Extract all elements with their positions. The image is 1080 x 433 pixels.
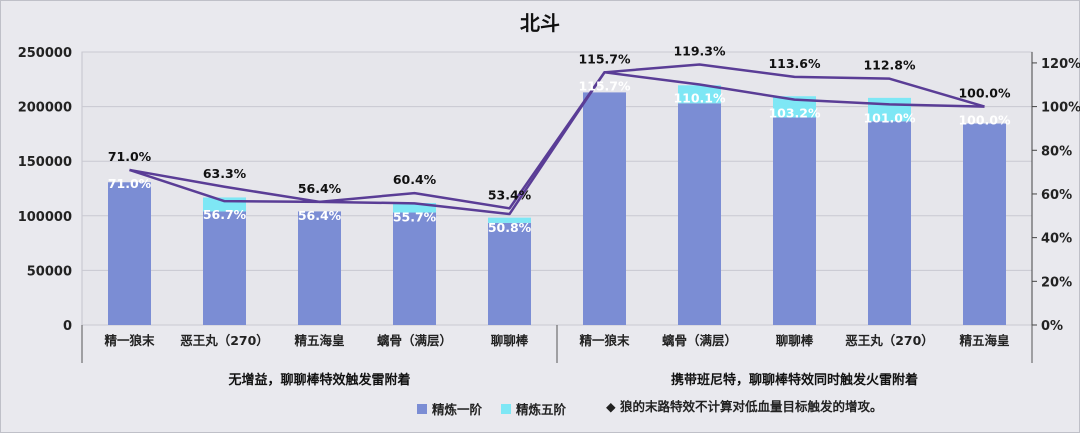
y2-tick-label: 60%: [1041, 188, 1072, 203]
data-label-refine1: 55.7%: [393, 209, 437, 224]
y-tick-label: 100000: [18, 210, 72, 225]
chart-title: 北斗: [520, 11, 560, 35]
bar-refine1: [488, 222, 531, 325]
data-label-refine1: 101.0%: [863, 110, 916, 125]
data-label-refine1: 56.4%: [298, 208, 342, 223]
data-label-refine5: 60.4%: [393, 172, 437, 187]
data-label-refine5: 112.8%: [863, 58, 916, 73]
data-label-refine5: 63.3%: [203, 166, 247, 181]
x-tick-label: 精一狼末: [104, 333, 155, 348]
y-tick-label: 50000: [27, 264, 72, 279]
x-tick-label: 恶王丸（270）: [845, 333, 934, 348]
data-label-refine5: 56.4%: [298, 181, 342, 196]
bar-refine5: [773, 96, 816, 118]
legend-swatch: [417, 404, 427, 414]
bar-refine5: [678, 85, 721, 104]
data-label-refine1: 103.2%: [768, 106, 821, 121]
axis-layer: 0 50000 100000 150000 200000 250000 0% 20% 40% 60…: [18, 46, 1080, 388]
labels-layer: 71.0% 63.3% 56.4% 60.4% 53.4% 115.7% 119.3% 113…: [108, 43, 1011, 235]
bar-refine1: [773, 117, 816, 326]
y2-tick-label: 120%: [1041, 57, 1080, 72]
legend-label: 精炼五阶: [516, 402, 567, 417]
y2-tick-label: 40%: [1041, 232, 1072, 247]
lines-layer: [129, 63, 985, 216]
data-label-refine5: 71.0%: [108, 149, 152, 164]
bar-refine1: [868, 121, 911, 325]
y-tick-label: 250000: [18, 46, 72, 61]
x-tick-label: 精五海皇: [294, 333, 344, 348]
data-label-refine5: 119.3%: [673, 43, 726, 58]
data-label-refine1: 50.8%: [488, 220, 532, 235]
x-tick-label: 螭骨（满层）: [377, 333, 452, 348]
x-tick-label: 精五海皇: [959, 333, 1009, 348]
bar-refine1: [583, 92, 626, 326]
y2-tick-label: 20%: [1041, 275, 1072, 290]
x-tick-label: 螭骨（满层）: [662, 333, 737, 348]
data-label-refine5: 113.6%: [768, 56, 821, 71]
y-tick-label: 200000: [18, 101, 72, 116]
bars-layer: [108, 85, 1006, 326]
bar-refine1: [963, 123, 1006, 325]
group-label: 携带班尼特，聊聊棒特效同时触发火雷附着: [671, 372, 918, 388]
x-tick-label: 精一狼末: [579, 333, 630, 348]
line-refine1-pct: [129, 71, 985, 216]
bar-refine5: [393, 203, 436, 213]
x-tick-label: 聊聊棒: [491, 333, 529, 348]
data-label-refine5: 115.7%: [578, 51, 631, 66]
bar-refine1: [393, 212, 436, 325]
bar-refine1: [678, 103, 721, 325]
bar-refine1: [298, 211, 341, 325]
y2-tick-label: 100%: [1041, 101, 1080, 116]
legend: 精炼一阶 精炼五阶: [417, 402, 567, 417]
y-tick-label: 150000: [18, 155, 72, 170]
data-label-refine1: 71.0%: [108, 176, 152, 191]
y2-tick-label: 0%: [1041, 319, 1063, 334]
bar-refine5: [488, 217, 531, 223]
x-tick-label: 聊聊棒: [776, 333, 814, 348]
y-tick-label: 0: [63, 319, 72, 334]
legend-swatch: [501, 404, 511, 414]
data-label-refine1: 110.1%: [673, 91, 726, 106]
line-refine5-pct: [129, 63, 985, 210]
data-label-refine1: 100.0%: [958, 113, 1011, 128]
chart-note: ◆ 狼的末路特效不计算对低血量目标触发的增攻。: [606, 399, 882, 414]
x-tick-label: 恶王丸（270）: [180, 333, 269, 348]
data-label-refine5: 100.0%: [958, 86, 1011, 101]
bar-refine1: [108, 182, 151, 325]
y2-tick-label: 80%: [1041, 144, 1072, 159]
data-label-refine1: 56.7%: [203, 207, 247, 222]
bar-refine1: [203, 211, 246, 325]
group-label: 无增益，聊聊棒特效触发雷附着: [227, 372, 410, 388]
legend-label: 精炼一阶: [432, 402, 483, 417]
data-label-refine5: 53.4%: [488, 187, 532, 202]
data-label-refine1: 115.7%: [578, 78, 631, 93]
